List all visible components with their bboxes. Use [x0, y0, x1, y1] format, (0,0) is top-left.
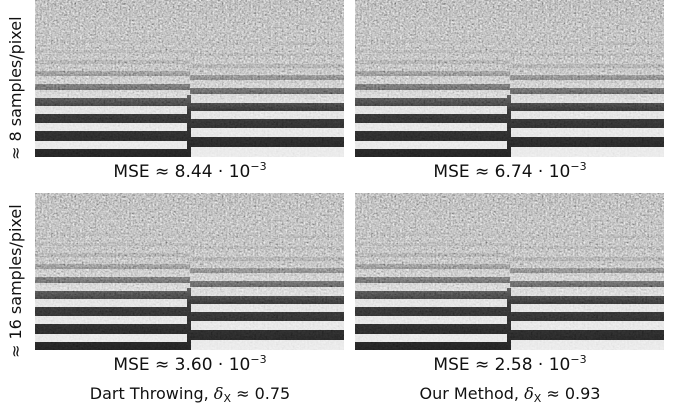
mse-label: MSE ≈ 3.60 · 10−3 — [30, 353, 350, 375]
mse-text: MSE ≈ 3.60 · 10 — [113, 355, 251, 375]
caption-text: Dart Throwing, — [89, 384, 214, 403]
mse-label: MSE ≈ 6.74 · 10−3 — [350, 160, 670, 182]
column-caption: Dart Throwing, δX ≈ 0.75 — [30, 384, 350, 405]
mse-exponent: −3 — [570, 160, 587, 173]
column-caption: Our Method, δX ≈ 0.93 — [350, 384, 670, 405]
mse-text: MSE ≈ 8.44 · 10 — [113, 162, 251, 182]
caption-text: Our Method, — [419, 384, 525, 403]
render-image — [355, 0, 664, 157]
mse-label: MSE ≈ 2.58 · 10−3 — [350, 353, 670, 375]
caption-value: ≈ 0.75 — [230, 384, 291, 403]
render-image — [355, 193, 664, 350]
mse-text: MSE ≈ 2.58 · 10 — [433, 355, 571, 375]
caption-subscript: X — [223, 392, 231, 405]
row-label: ≈ 16 samples/pixel — [6, 204, 25, 358]
caption-symbol: δ — [524, 384, 534, 403]
row-label: ≈ 8 samples/pixel — [6, 16, 25, 160]
caption-symbol: δ — [213, 384, 224, 403]
mse-exponent: −3 — [250, 353, 267, 366]
mse-exponent: −3 — [570, 353, 587, 366]
mse-label: MSE ≈ 8.44 · 10−3 — [30, 160, 350, 182]
mse-text: MSE ≈ 6.74 · 10 — [433, 162, 571, 182]
render-image — [35, 193, 344, 350]
caption-subscript: X — [533, 392, 542, 405]
caption-value: ≈ 0.93 — [541, 384, 601, 403]
mse-exponent: −3 — [250, 160, 267, 173]
render-image — [35, 0, 344, 157]
